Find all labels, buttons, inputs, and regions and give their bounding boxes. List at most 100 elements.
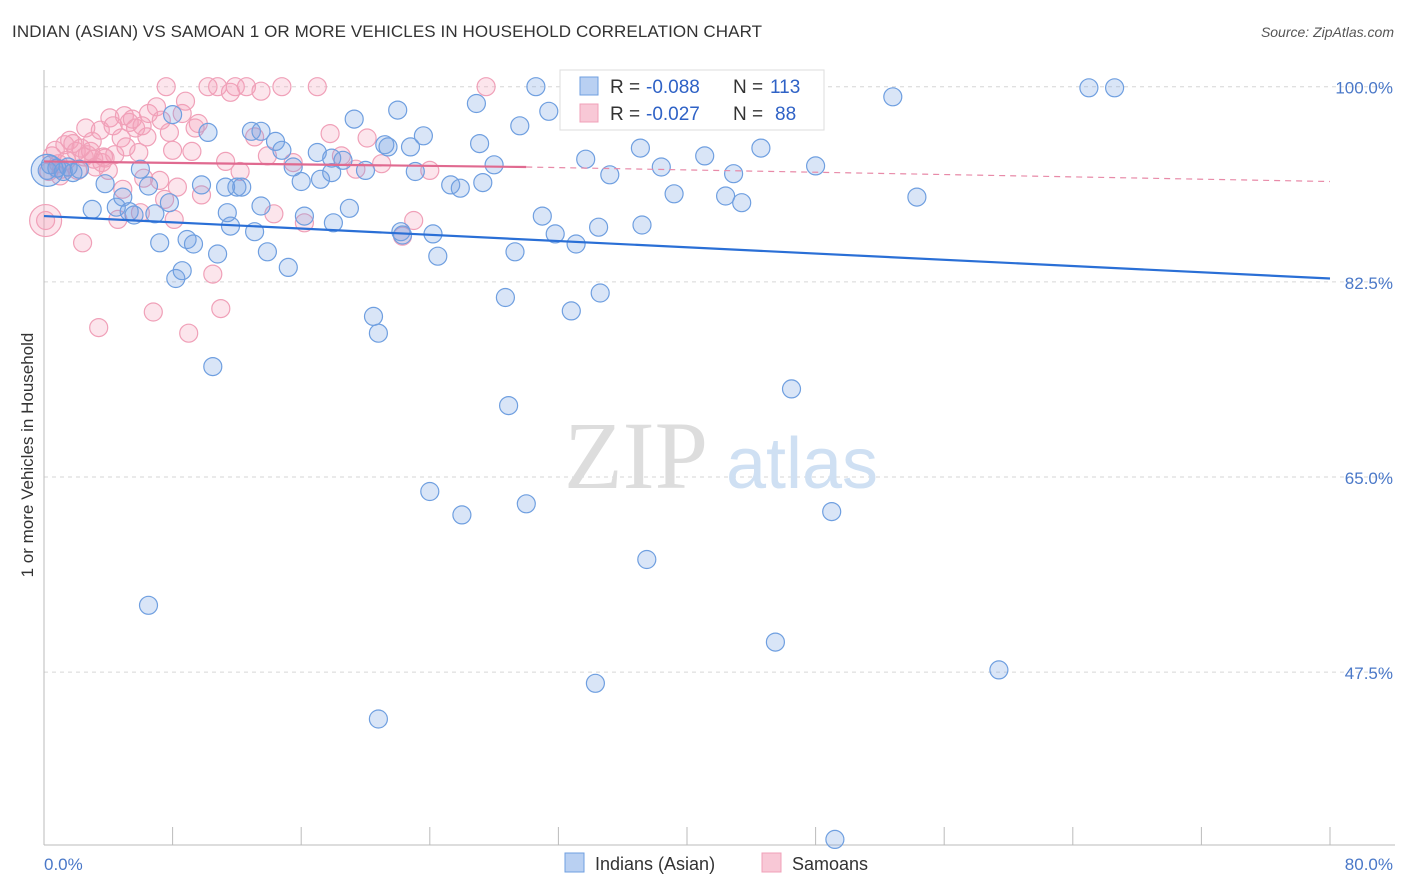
samoan-point-30 xyxy=(116,137,136,157)
legend-r-label-2: R = xyxy=(610,104,640,125)
indian-point-84 xyxy=(715,186,736,206)
indian-point-112 xyxy=(283,157,303,177)
x-tick-label-1: 80.0% xyxy=(1345,855,1393,874)
samoan-point-71 xyxy=(294,213,314,233)
samoan-point-60 xyxy=(216,151,236,171)
indian-point-54 xyxy=(400,137,421,157)
samoan-point-86 xyxy=(113,179,133,199)
samoan-point-63 xyxy=(230,161,250,182)
indian-point-70 xyxy=(539,101,559,121)
indian-point-101 xyxy=(576,149,596,169)
indian-point-50 xyxy=(378,137,398,157)
indian-point-40 xyxy=(310,169,331,189)
watermark: ZIP atlas xyxy=(564,402,878,509)
samoan-point-69 xyxy=(272,77,292,97)
samoans-trendline-dashed xyxy=(526,166,1331,183)
indian-point-65 xyxy=(495,287,515,308)
legend-n-value-1: 113 xyxy=(770,77,800,98)
indian-point-81 xyxy=(651,157,671,177)
indian-point-15 xyxy=(145,204,165,224)
samoan-point-28 xyxy=(111,128,131,148)
samoan-point-37 xyxy=(137,127,157,147)
indian-point-17 xyxy=(159,193,179,213)
indian-point-87 xyxy=(751,138,771,158)
indian-point-83 xyxy=(695,146,715,166)
indian-point-97 xyxy=(1104,78,1125,98)
indian-point-66 xyxy=(499,396,519,416)
y-tick-label-2: 65.0% xyxy=(1345,469,1393,488)
axes xyxy=(43,70,1395,846)
indian-point-85 xyxy=(723,164,744,184)
samoan-point-79 xyxy=(404,210,424,231)
samoan-point-47 xyxy=(164,209,184,229)
indian-point-98 xyxy=(251,121,271,141)
indian-point-48 xyxy=(368,323,388,343)
indian-point-107 xyxy=(516,494,536,514)
samoan-point-59 xyxy=(211,299,231,319)
indian-point-44 xyxy=(339,198,359,218)
samoan-point-81 xyxy=(476,77,496,97)
legend-n-label-2: N = xyxy=(733,104,763,125)
indian-point-52 xyxy=(391,222,411,242)
indian-point-42 xyxy=(323,213,343,233)
indian-point-cluster xyxy=(30,153,64,187)
indian-point-88 xyxy=(765,632,786,652)
indian-point-89 xyxy=(781,379,802,399)
indian-point-96 xyxy=(1079,78,1099,98)
indian-point-18 xyxy=(166,268,186,289)
indian-point-77 xyxy=(600,165,620,185)
samoan-point-84 xyxy=(76,118,96,138)
indian-point-99 xyxy=(163,104,183,125)
indian-point-111 xyxy=(505,242,525,262)
indian-point-21 xyxy=(183,234,204,254)
y-tick-label-1: 82.5% xyxy=(1345,274,1393,293)
indian-point-25 xyxy=(208,244,228,264)
indian-point-32 xyxy=(251,196,271,216)
samoan-point-12 xyxy=(72,233,93,253)
trendlines xyxy=(43,160,1331,280)
samoan-point-57 xyxy=(203,264,223,284)
indian-point-100 xyxy=(466,93,486,114)
samoan-point-64 xyxy=(236,77,257,97)
legend-samoans-label: Samoans xyxy=(792,854,868,874)
y-tick-label-0: 100.0% xyxy=(1335,79,1393,98)
samoan-point-70 xyxy=(283,153,303,173)
indian-point-22 xyxy=(191,175,212,195)
indian-point-29 xyxy=(232,177,252,197)
samoan-point-85 xyxy=(93,147,114,167)
indian-point-35 xyxy=(272,140,292,160)
indian-point-13 xyxy=(130,159,150,179)
legend-n-label-1: N = xyxy=(733,77,763,98)
legend-swatch-pink xyxy=(579,103,599,123)
source-label: Source: ZipAtlas.com xyxy=(1260,24,1394,40)
indian-point-59 xyxy=(428,246,448,266)
indian-point-95 xyxy=(989,660,1009,680)
indian-point-108 xyxy=(322,148,342,168)
indian-point-90 xyxy=(805,156,826,176)
indian-point-38 xyxy=(294,206,314,226)
indian-point-71 xyxy=(545,224,565,244)
indian-point-41 xyxy=(322,163,342,183)
indian-point-63 xyxy=(473,173,493,193)
indian-point-23 xyxy=(198,122,218,142)
indian-point-105 xyxy=(138,595,159,615)
samoan-point-72 xyxy=(307,77,327,97)
indian-point-55 xyxy=(405,161,425,182)
samoan-point-cluster xyxy=(29,203,63,238)
samoan-point-56 xyxy=(198,77,218,97)
samoan-point-73 xyxy=(320,124,340,144)
indian-point-51 xyxy=(388,100,408,120)
indian-point-14 xyxy=(138,176,159,196)
indian-point-53 xyxy=(392,225,413,245)
samoan-point-52 xyxy=(182,141,202,161)
legend-r-value-1: -0.088 xyxy=(646,77,700,98)
samoan-point-7 xyxy=(60,130,80,150)
indian-point-109 xyxy=(217,203,237,223)
indian-point-78 xyxy=(630,138,651,158)
legend-r-label-1: R = xyxy=(610,77,640,98)
y-tick-label-3: 47.5% xyxy=(1345,664,1393,683)
watermark-atlas: atlas xyxy=(726,424,878,504)
legend-indians-swatch xyxy=(564,852,585,873)
x-tick-label-0: 0.0% xyxy=(44,855,83,874)
